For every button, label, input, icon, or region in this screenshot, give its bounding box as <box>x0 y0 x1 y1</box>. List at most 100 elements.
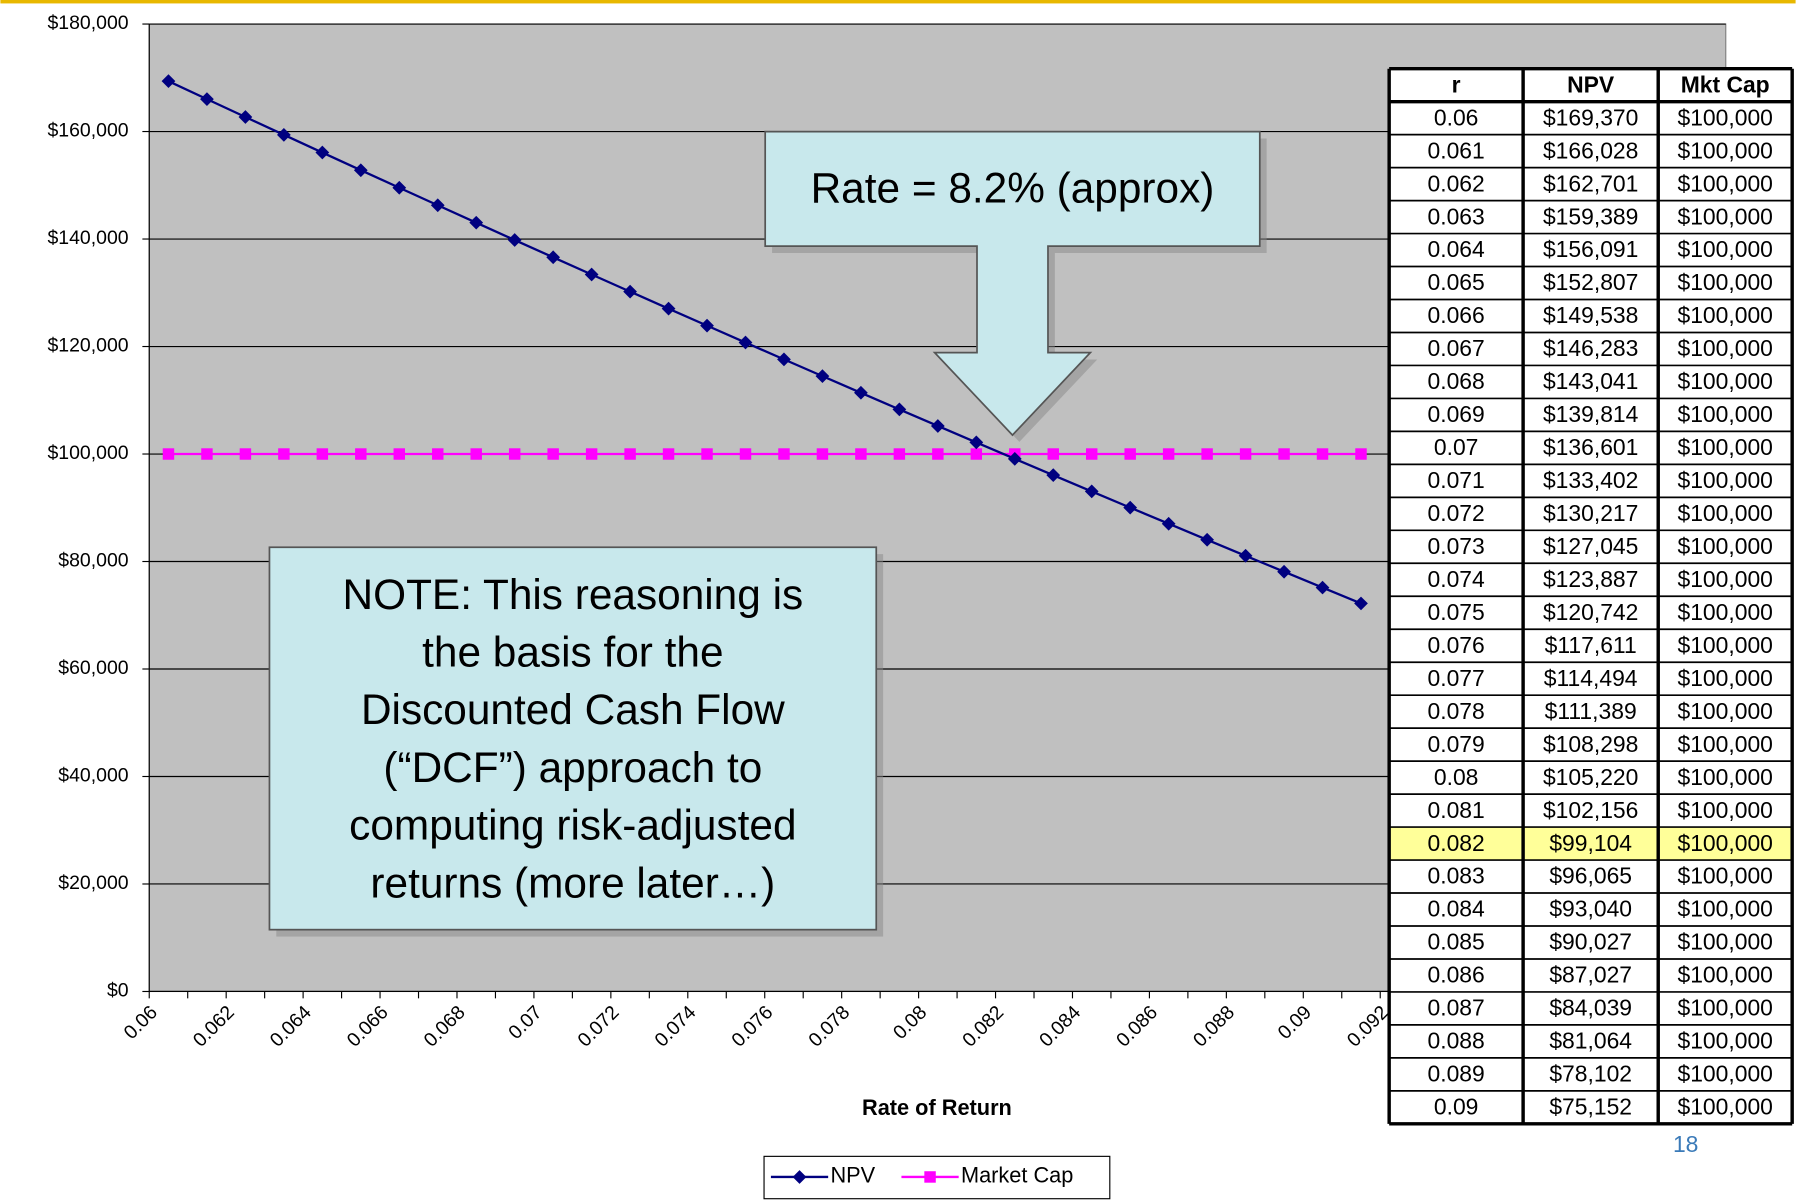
y-tick-label: $180,000 <box>47 12 128 34</box>
table-cell: $100,000 <box>1677 104 1772 130</box>
y-tick-label: $120,000 <box>47 335 128 357</box>
table-cell: $96,065 <box>1549 863 1632 889</box>
x-tick-label: 0.092 <box>1343 1001 1393 1051</box>
marker <box>970 448 983 460</box>
table-cell: $75,152 <box>1549 1094 1632 1120</box>
table-cell: $100,000 <box>1677 566 1772 592</box>
marker <box>432 448 444 460</box>
marker <box>470 448 482 460</box>
marker <box>278 448 290 460</box>
marker <box>1238 548 1253 563</box>
note-line: the basis for the <box>422 629 723 676</box>
table-cell: $90,027 <box>1549 929 1632 955</box>
x-tick-label: 0.066 <box>343 1001 393 1051</box>
table-cell: $100,000 <box>1677 434 1772 460</box>
table-cell: $87,027 <box>1549 962 1632 988</box>
table-cell: $114,494 <box>1544 665 1638 691</box>
note-line: computing risk-adjusted <box>349 802 796 849</box>
marker <box>355 448 367 460</box>
table-cell: $100,000 <box>1677 137 1772 163</box>
table-cell: $100,000 <box>1677 797 1772 823</box>
x-tick-label: 0.07 <box>504 1001 546 1043</box>
table-cell: 0.073 <box>1428 533 1485 559</box>
table-cell: 0.063 <box>1428 203 1485 229</box>
series-line <box>167 80 1362 605</box>
table-cell: $102,156 <box>1543 797 1638 823</box>
marker <box>1355 448 1367 460</box>
note-box <box>268 546 878 931</box>
marker <box>584 267 599 282</box>
table-cell: $149,538 <box>1543 302 1638 328</box>
table-cell: 0.086 <box>1428 962 1485 988</box>
table-cell: $100,000 <box>1677 335 1772 361</box>
table-cell: 0.081 <box>1428 797 1485 823</box>
table-cell: $100,000 <box>1677 1028 1772 1054</box>
marker <box>624 448 636 460</box>
table-cell: 0.087 <box>1428 995 1485 1021</box>
table-cell: $100,000 <box>1677 236 1772 262</box>
marker <box>661 301 676 316</box>
table-cell: $100,000 <box>1677 203 1772 229</box>
table-cell: 0.079 <box>1428 731 1485 757</box>
marker <box>201 448 213 460</box>
table-cell: 0.074 <box>1428 566 1486 592</box>
marker <box>777 352 791 367</box>
table-cell: 0.068 <box>1428 368 1485 394</box>
y-tick-label: $100,000 <box>47 442 128 464</box>
table-cell: $169,370 <box>1543 104 1638 130</box>
top-rule <box>0 0 1796 4</box>
marker <box>162 448 175 460</box>
table-cell: 0.067 <box>1428 335 1485 361</box>
legend-label: NPV <box>830 1163 875 1188</box>
table-highlight <box>1389 827 1793 861</box>
marker <box>792 1170 807 1184</box>
x-tick-label: 0.064 <box>266 1001 316 1051</box>
table-header: NPV <box>1567 71 1615 97</box>
table-cell: $100,000 <box>1677 830 1772 856</box>
table-cell: 0.061 <box>1428 137 1485 163</box>
marker <box>1201 448 1213 460</box>
x-tick-label: 0.084 <box>1035 1001 1085 1051</box>
x-tick-label: 0.068 <box>420 1001 470 1051</box>
marker <box>1239 448 1252 460</box>
table-cell: $111,389 <box>1545 698 1637 724</box>
table-cell: 0.062 <box>1428 170 1485 196</box>
table-cell: $133,402 <box>1543 467 1638 493</box>
marker <box>924 1171 936 1183</box>
table-cell: $100,000 <box>1677 929 1772 955</box>
table-cell: $152,807 <box>1543 269 1638 295</box>
table-header: r <box>1452 71 1461 97</box>
y-tick-label: $0 <box>107 980 129 1002</box>
x-tick-label: 0.08 <box>889 1001 931 1043</box>
page-number: 18 <box>1673 1131 1698 1157</box>
x-axis-title: Rate of Return <box>862 1095 1012 1120</box>
table-cell: $100,000 <box>1677 896 1772 922</box>
table-cell: $100,000 <box>1677 632 1772 658</box>
marker <box>778 448 790 460</box>
callout-text: Rate = 8.2% (approx) <box>811 164 1215 211</box>
table-cell: $100,000 <box>1677 599 1772 625</box>
table-cell: $100,000 <box>1677 731 1772 757</box>
table-cell: $100,000 <box>1677 170 1772 196</box>
y-tick-label: $140,000 <box>47 227 128 249</box>
table-cell: $100,000 <box>1677 995 1772 1021</box>
legend-label: Market Cap <box>961 1163 1073 1188</box>
x-tick-label: 0.088 <box>1189 1001 1239 1051</box>
marker <box>1315 580 1330 595</box>
table-cell: 0.06 <box>1434 104 1479 130</box>
y-tick-label: $80,000 <box>58 550 128 572</box>
table-cell: $100,000 <box>1677 764 1772 790</box>
marker <box>161 74 176 89</box>
marker <box>816 448 829 460</box>
table-cell: 0.078 <box>1428 698 1485 724</box>
table-cell: $117,611 <box>1545 632 1637 658</box>
marker <box>353 163 368 178</box>
table-cell: $100,000 <box>1677 962 1772 988</box>
x-tick-label: 0.062 <box>189 1001 239 1051</box>
marker <box>1047 448 1059 460</box>
x-tick-label: 0.074 <box>650 1001 700 1051</box>
x-tick-label: 0.072 <box>574 1001 624 1051</box>
marker <box>316 448 329 460</box>
marker <box>738 335 753 350</box>
